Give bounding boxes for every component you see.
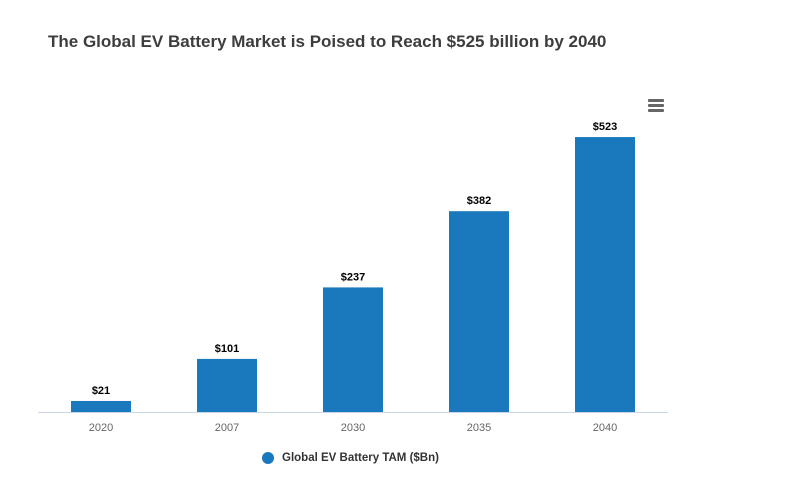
bar-2007[interactable] [197,358,257,412]
bar-2035[interactable] [449,211,509,412]
bar-2030[interactable] [323,287,383,412]
bars-group [71,137,635,412]
legend-item[interactable]: Global EV Battery TAM ($Bn) [262,452,439,464]
data-label-2030: $237 [341,271,365,283]
chart-title: The Global EV Battery Market is Poised t… [48,32,607,51]
x-tick-label-2030: 2030 [341,422,365,434]
x-tick-label-2040: 2040 [593,422,617,434]
hamburger-menu-icon[interactable] [648,99,668,115]
x-tick-label-2007: 2007 [215,422,239,434]
data-label-2040: $523 [593,121,617,133]
x-tick-labels-group: 2020 2007 2030 2035 2040 [89,422,617,434]
x-tick-label-2035: 2035 [467,422,491,434]
x-tick-label-2020: 2020 [89,422,113,434]
data-label-2035: $382 [467,195,491,207]
data-label-2007: $101 [215,343,239,355]
data-label-2020: $21 [92,385,110,397]
legend-label: Global EV Battery TAM ($Bn) [282,452,439,464]
legend-marker-icon [262,452,274,464]
bar-2020[interactable] [71,400,131,412]
bar-2040[interactable] [575,137,635,412]
data-labels-group: $21 $101 $237 $382 $523 [92,121,617,397]
